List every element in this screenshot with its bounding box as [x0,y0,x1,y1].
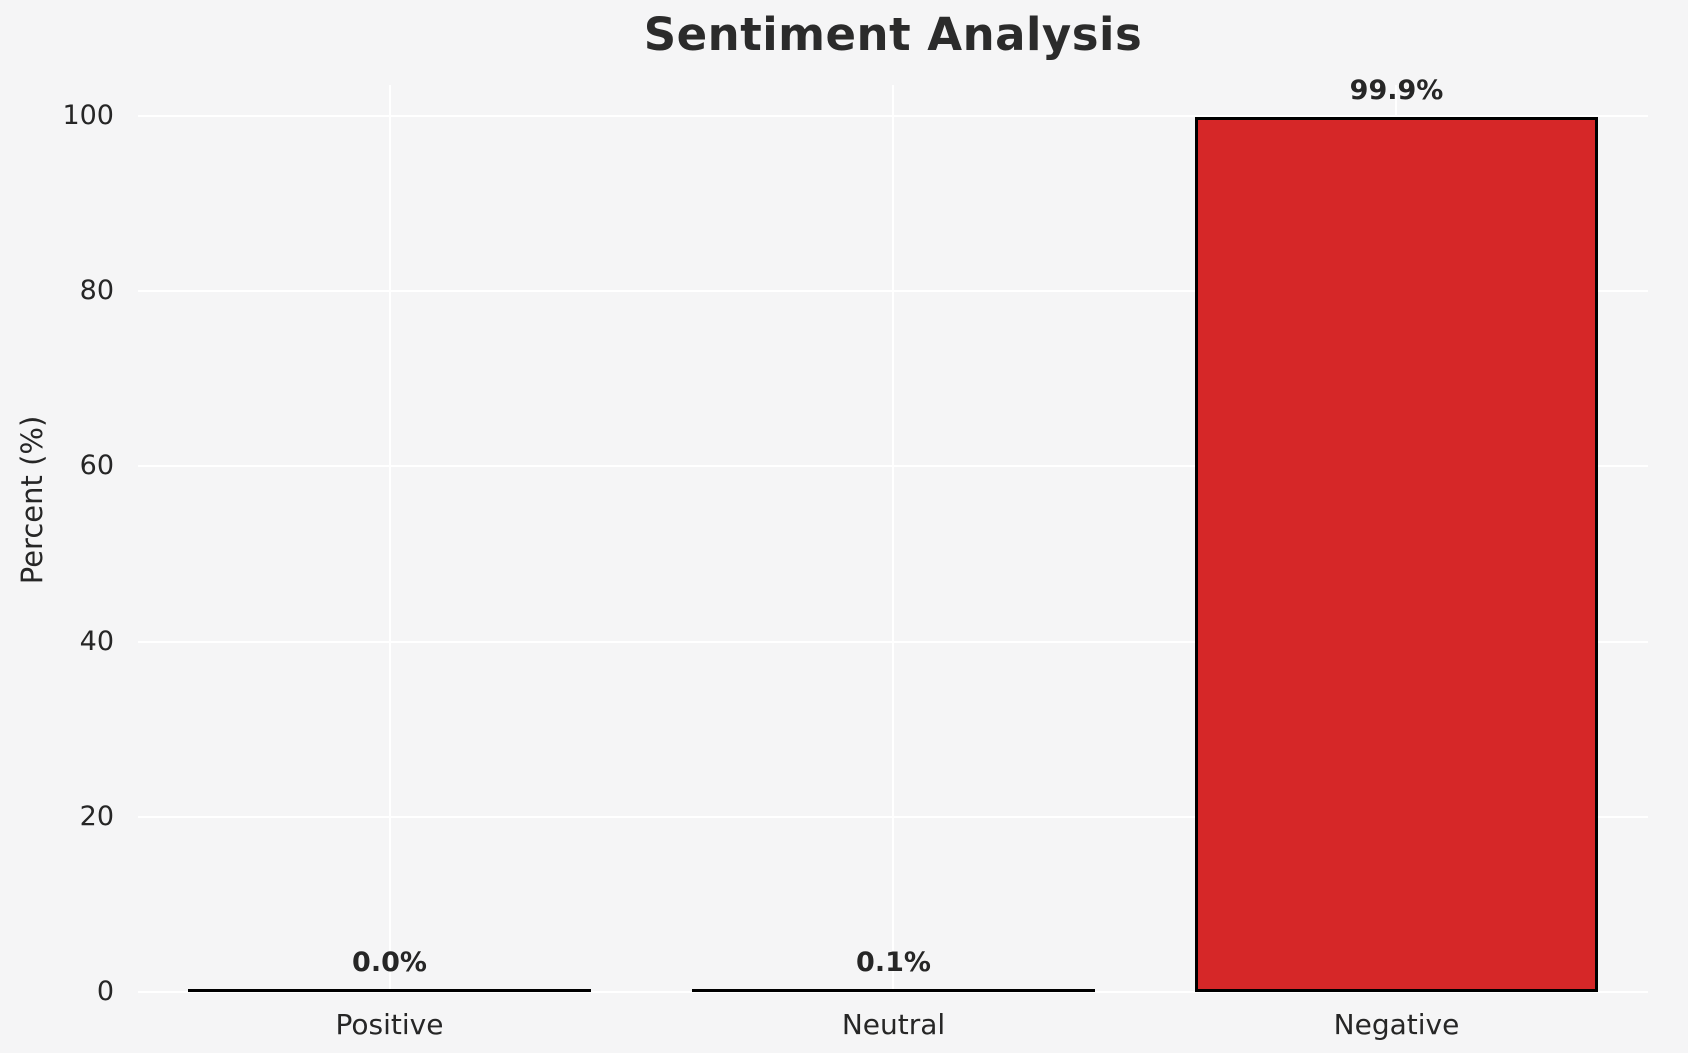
bar-positive [188,989,591,992]
chart-title: Sentiment Analysis [643,8,1143,61]
bar-neutral [692,989,1095,992]
y-tick-label: 80 [79,275,114,307]
x-gridline [892,85,894,992]
x-tick-label: Positive [335,1008,444,1041]
x-gridline [388,85,391,992]
bar-value-label: 0.1% [856,947,931,978]
y-tick-label: 0 [96,976,114,1007]
y-tick-label: 100 [62,100,114,131]
y-tick-label: 40 [79,625,114,657]
bar-value-label: 99.9% [1349,74,1444,106]
bar-negative [1195,116,1598,992]
x-tick-label: Negative [1333,1008,1460,1041]
y-gridline [138,991,1648,993]
bar-value-label: 0.0% [352,947,427,978]
y-tick-label: 60 [79,450,114,482]
y-tick-label: 20 [79,800,114,832]
x-tick-label: Neutral [841,1008,946,1041]
